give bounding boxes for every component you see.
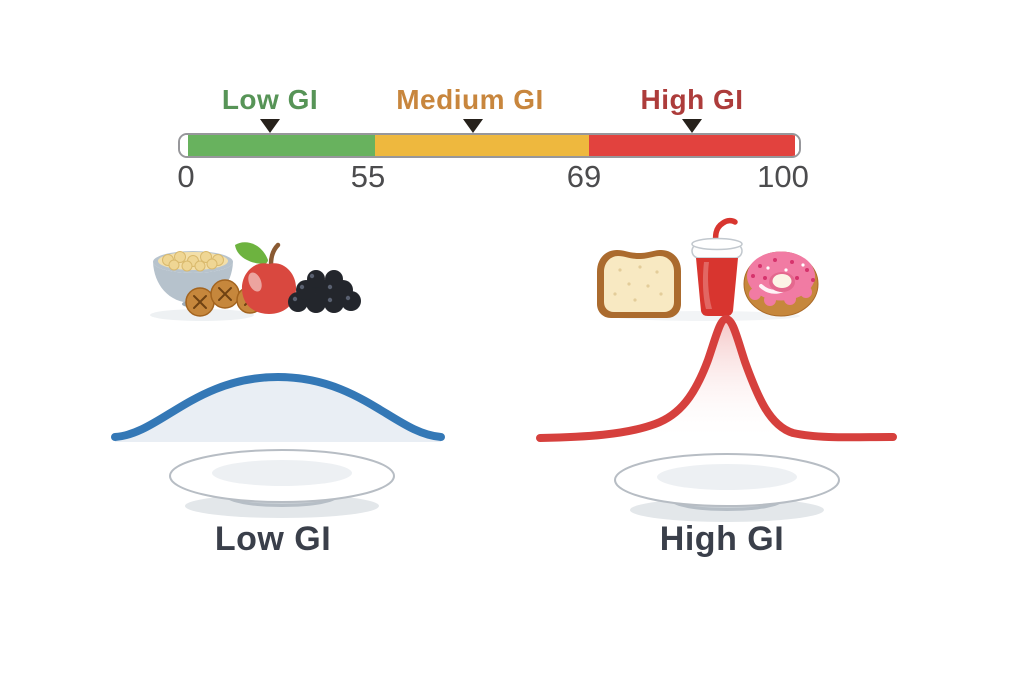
gi-scale-bar — [178, 133, 801, 158]
gi-scale-label-medium: Medium GI — [396, 84, 544, 115]
triangle-down-icon — [463, 119, 483, 133]
curve-fill — [115, 377, 441, 442]
gi-scale-label-high: High GI — [640, 84, 744, 115]
berries-icon — [288, 270, 361, 313]
gi-bar-segment-medium — [375, 135, 589, 156]
curve-line — [536, 314, 897, 442]
curve-line — [111, 372, 445, 441]
low-gi-response-curve — [111, 372, 445, 442]
high-gi-response-curve — [536, 314, 897, 442]
soda-cup-icon — [691, 217, 743, 316]
gi-scale-tick-100: 100 — [757, 159, 809, 194]
gi-scale-tick-0: 0 — [177, 159, 195, 194]
plate-illustration-low — [169, 449, 395, 518]
gi-scale-tick-55: 55 — [350, 159, 386, 194]
apple-icon — [235, 242, 297, 314]
gi-bar-endcap — [795, 135, 799, 156]
low-gi-foods-illustration — [150, 242, 361, 321]
plate-illustration-high — [614, 453, 840, 522]
gi-scale-label-low: Low GI — [221, 84, 319, 115]
bread-icon — [597, 250, 681, 318]
triangle-down-icon — [260, 119, 280, 133]
donut-icon — [743, 251, 819, 317]
gi-scale-tick-69: 69 — [566, 159, 602, 194]
triangle-down-icon — [682, 119, 702, 133]
gi-bar-endcap — [180, 135, 188, 156]
high-gi-caption: High GI — [659, 520, 785, 558]
high-gi-foods-illustration — [597, 217, 819, 321]
gi-bar-segment-low — [188, 135, 375, 156]
low-gi-caption: Low GI — [214, 520, 332, 558]
gi-bar-segment-high — [589, 135, 795, 156]
curve-fill — [540, 319, 893, 442]
